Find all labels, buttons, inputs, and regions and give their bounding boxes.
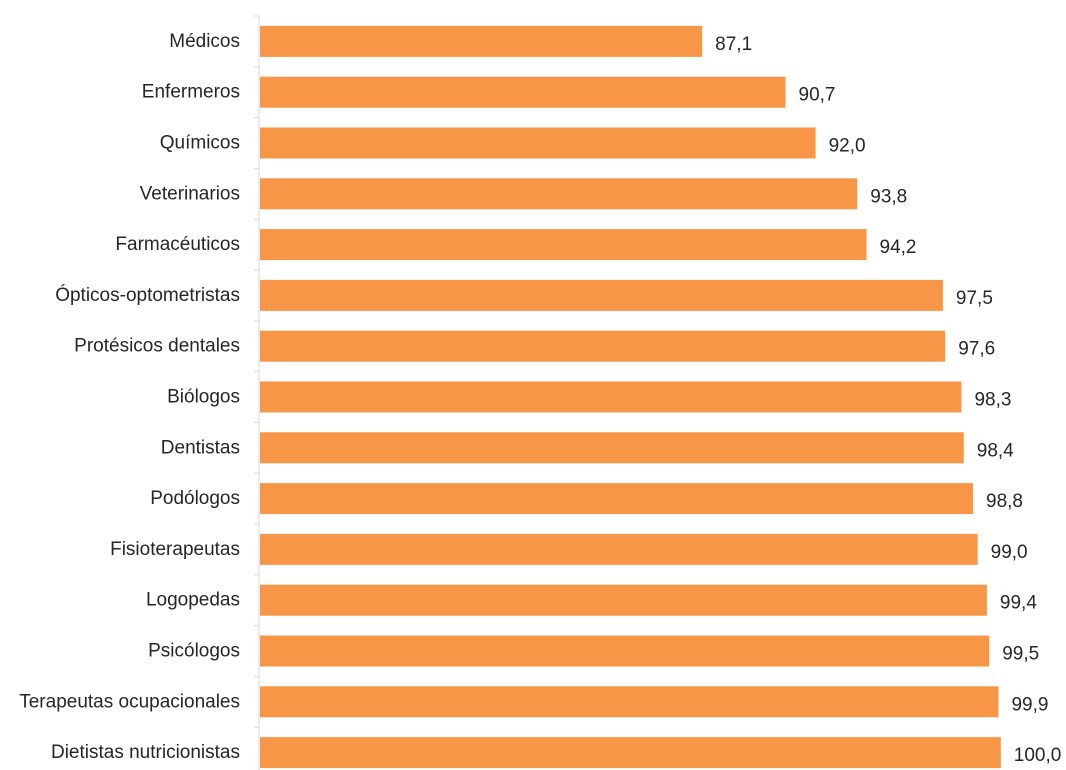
category-label: Dietistas nutricionistas xyxy=(51,742,240,763)
value-label: 99,9 xyxy=(1011,694,1048,715)
bar xyxy=(260,127,816,159)
bar xyxy=(260,432,964,464)
value-label: 92,0 xyxy=(829,136,866,157)
value-label: 100,0 xyxy=(1014,745,1062,766)
category-label: Biólogos xyxy=(167,387,240,408)
value-label: 98,8 xyxy=(986,491,1023,512)
bars-group xyxy=(260,25,1001,769)
category-label: Químicos xyxy=(160,133,240,154)
category-label: Enfermeros xyxy=(142,82,240,103)
category-label: Psicólogos xyxy=(148,641,240,662)
value-label: 98,3 xyxy=(974,390,1011,411)
value-labels: 87,1 90,7 92,0 93,8 94,2 97,5 97,6 98,3 98,4 98,8… xyxy=(715,34,1061,766)
y-axis-ticks xyxy=(254,15,259,728)
bar xyxy=(260,76,786,108)
value-label: 99,0 xyxy=(991,542,1028,563)
bar xyxy=(260,381,962,413)
value-label: 93,8 xyxy=(870,186,907,207)
category-labels: Médicos Enfermeros Químicos Veterinarios Far… xyxy=(19,31,240,763)
category-label: Terapeutas ocupacionales xyxy=(19,691,240,712)
bar xyxy=(260,635,990,667)
category-label: Fisioterapeutas xyxy=(110,539,240,560)
value-label: 99,4 xyxy=(1000,593,1037,614)
category-label: Farmacéuticos xyxy=(115,234,240,255)
value-label: 98,4 xyxy=(977,440,1014,461)
bar xyxy=(260,483,974,515)
bar xyxy=(260,279,943,311)
bar xyxy=(260,229,867,261)
value-label: 94,2 xyxy=(880,237,917,258)
bar xyxy=(260,737,1001,769)
category-label: Podólogos xyxy=(150,488,240,509)
category-label: Logopedas xyxy=(146,590,240,611)
category-label: Protésicos dentales xyxy=(74,336,240,357)
value-label: 97,6 xyxy=(958,339,995,360)
value-label: 99,5 xyxy=(1002,644,1039,665)
category-label: Dentistas xyxy=(161,437,240,458)
value-label: 87,1 xyxy=(715,34,752,55)
category-label: Ópticos-optometristas xyxy=(55,284,240,306)
bar xyxy=(260,25,703,57)
bar xyxy=(260,584,987,616)
value-label: 90,7 xyxy=(799,85,836,106)
category-label: Veterinarios xyxy=(140,183,240,204)
value-label: 97,5 xyxy=(956,288,993,309)
bar xyxy=(260,330,946,362)
bar xyxy=(260,178,858,210)
category-label: Médicos xyxy=(169,31,240,52)
bar xyxy=(260,533,978,565)
bar xyxy=(260,686,999,718)
